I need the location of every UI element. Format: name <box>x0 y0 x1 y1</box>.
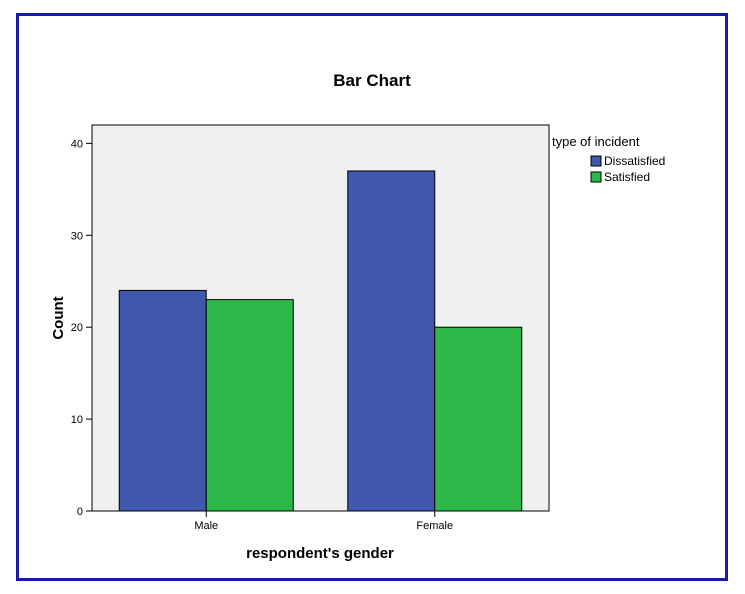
y-tick-label: 10 <box>71 414 83 426</box>
y-axis-title: Count <box>50 296 67 339</box>
bar-satisfied-male <box>205 299 294 512</box>
legend-label-dissatisfied: Dissatisfied <box>604 154 665 168</box>
y-tick-label: 30 <box>71 230 83 242</box>
x-tick-label: Female <box>416 520 453 532</box>
bar-dissatisfied-male <box>118 289 207 512</box>
y-tick-label: 20 <box>71 322 83 334</box>
y-axis: 0 10 20 30 40 <box>71 138 92 518</box>
legend-swatch-satisfied <box>590 171 602 183</box>
x-tick-label: Male <box>194 520 218 532</box>
legend: type of incident Dissatisfied Satisfied <box>552 134 665 184</box>
x-axis: Male Female <box>194 511 453 532</box>
y-tick-label: 0 <box>77 506 83 518</box>
x-axis-title: respondent's gender <box>246 545 394 562</box>
bar-dissatisfied-female <box>347 170 436 512</box>
legend-label-satisfied: Satisfied <box>604 170 650 184</box>
y-tick-label: 40 <box>71 138 83 150</box>
bars <box>118 170 523 512</box>
bar-satisfied-female <box>434 326 523 512</box>
chart-title: Bar Chart <box>333 71 411 90</box>
legend-title: type of incident <box>552 134 640 149</box>
legend-swatch-dissatisfied <box>590 155 602 167</box>
